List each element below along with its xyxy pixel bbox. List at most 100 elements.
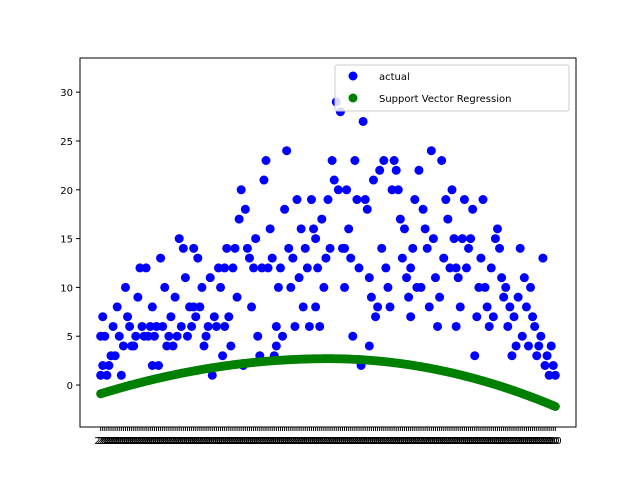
x-tick-label: 20 bbox=[202, 436, 215, 447]
point-actual bbox=[180, 273, 190, 283]
point-actual bbox=[360, 195, 370, 205]
x-tick-label: 20 bbox=[94, 436, 107, 447]
x-tick-label: 20 bbox=[291, 436, 304, 447]
point-actual bbox=[149, 331, 159, 341]
point-actual bbox=[100, 331, 110, 341]
x-tick-label: 20 bbox=[169, 436, 182, 447]
x-tick-label: 20 bbox=[441, 436, 454, 447]
point-actual bbox=[275, 263, 285, 273]
point-actual bbox=[102, 370, 112, 380]
point-actual bbox=[437, 156, 447, 165]
point-actual bbox=[228, 263, 238, 273]
point-actual bbox=[174, 234, 184, 244]
x-tick-label: 20 bbox=[136, 436, 149, 447]
x-tick-label: 20 bbox=[253, 436, 266, 447]
x-tick-label: 20 bbox=[435, 436, 448, 447]
point-actual bbox=[114, 331, 124, 341]
x-tick-label: 20 bbox=[483, 436, 496, 447]
x-tick-label: 20 bbox=[262, 436, 275, 447]
point-actual bbox=[393, 185, 403, 195]
x-tick-label: 20 bbox=[514, 436, 527, 447]
point-actual bbox=[317, 214, 327, 224]
point-actual bbox=[373, 302, 383, 312]
x-tick-label: 20 bbox=[530, 436, 543, 447]
x-tick-label: 20 bbox=[150, 436, 163, 447]
point-actual bbox=[110, 351, 120, 361]
x-tick-label: 20 bbox=[208, 436, 221, 447]
point-actual bbox=[451, 321, 461, 331]
point-actual bbox=[439, 253, 449, 263]
x-tick-label: 20 bbox=[363, 436, 376, 447]
point-actual bbox=[151, 321, 161, 331]
point-actual bbox=[220, 263, 230, 273]
x-tick-label: 20 bbox=[338, 436, 351, 447]
point-actual bbox=[511, 341, 521, 351]
point-actual bbox=[116, 370, 126, 380]
point-actual bbox=[492, 224, 502, 234]
point-actual bbox=[497, 273, 507, 283]
x-tick-label: 20 bbox=[231, 436, 244, 447]
x-tick-label: 20 bbox=[334, 436, 347, 447]
x-tick-label: 20 bbox=[489, 436, 502, 447]
x-tick-label: 20 bbox=[346, 436, 359, 447]
x-tick-label: 20 bbox=[218, 436, 231, 447]
point-actual bbox=[300, 243, 310, 253]
point-actual bbox=[292, 195, 302, 205]
x-tick-label: 20 bbox=[526, 436, 539, 447]
x-tick-label: 20 bbox=[303, 436, 316, 447]
point-actual bbox=[321, 253, 331, 263]
point-actual bbox=[449, 234, 459, 244]
x-tick-label: 20 bbox=[140, 436, 153, 447]
point-actual bbox=[430, 273, 440, 283]
point-actual bbox=[478, 195, 488, 205]
y-tick-label: 0 bbox=[67, 381, 73, 392]
point-actual bbox=[528, 312, 538, 322]
x-tick-label: 20 bbox=[398, 436, 411, 447]
point-actual bbox=[315, 321, 325, 331]
x-tick-label: 20 bbox=[359, 436, 372, 447]
x-tick-label: 20 bbox=[549, 436, 562, 447]
point-actual bbox=[242, 243, 252, 253]
point-actual bbox=[536, 331, 546, 341]
point-actual bbox=[340, 282, 350, 292]
point-actual bbox=[284, 243, 294, 253]
x-tick-label: 20 bbox=[204, 436, 217, 447]
x-tick-label: 20 bbox=[419, 436, 432, 447]
x-tick-label: 20 bbox=[165, 436, 178, 447]
x-tick-label: 20 bbox=[162, 436, 175, 447]
x-tick-label: 20 bbox=[470, 436, 483, 447]
x-tick-label: 20 bbox=[371, 436, 384, 447]
point-actual bbox=[377, 243, 387, 253]
x-tick-label: 20 bbox=[111, 436, 124, 447]
point-actual bbox=[362, 204, 372, 214]
point-actual bbox=[474, 282, 484, 292]
point-actual bbox=[187, 321, 197, 331]
x-tick-label: 20 bbox=[322, 436, 335, 447]
x-tick-label: 20 bbox=[233, 436, 246, 447]
point-actual bbox=[249, 263, 259, 273]
x-tick-label: 20 bbox=[501, 436, 514, 447]
point-actual bbox=[358, 116, 368, 126]
point-actual bbox=[125, 321, 135, 331]
x-tick-label: 20 bbox=[158, 436, 171, 447]
point-actual bbox=[422, 243, 432, 253]
x-tick-label: 20 bbox=[448, 436, 461, 447]
x-tick-label: 20 bbox=[138, 436, 151, 447]
point-actual bbox=[220, 321, 230, 331]
point-actual bbox=[381, 263, 391, 273]
plot-area bbox=[79, 57, 577, 428]
x-tick-label: 20 bbox=[417, 436, 430, 447]
x-tick-label: 20 bbox=[462, 436, 475, 447]
point-actual bbox=[123, 312, 133, 322]
x-tick-label: 20 bbox=[400, 436, 413, 447]
x-tick-label: 20 bbox=[282, 436, 295, 447]
x-tick-label: 20 bbox=[119, 436, 132, 447]
x-tick-label: 20 bbox=[284, 436, 297, 447]
x-tick-label: 20 bbox=[379, 436, 392, 447]
point-actual bbox=[199, 341, 209, 351]
point-actual bbox=[389, 156, 399, 165]
point-actual bbox=[311, 234, 321, 244]
x-tick-label: 20 bbox=[444, 436, 457, 447]
point-actual bbox=[298, 302, 308, 312]
